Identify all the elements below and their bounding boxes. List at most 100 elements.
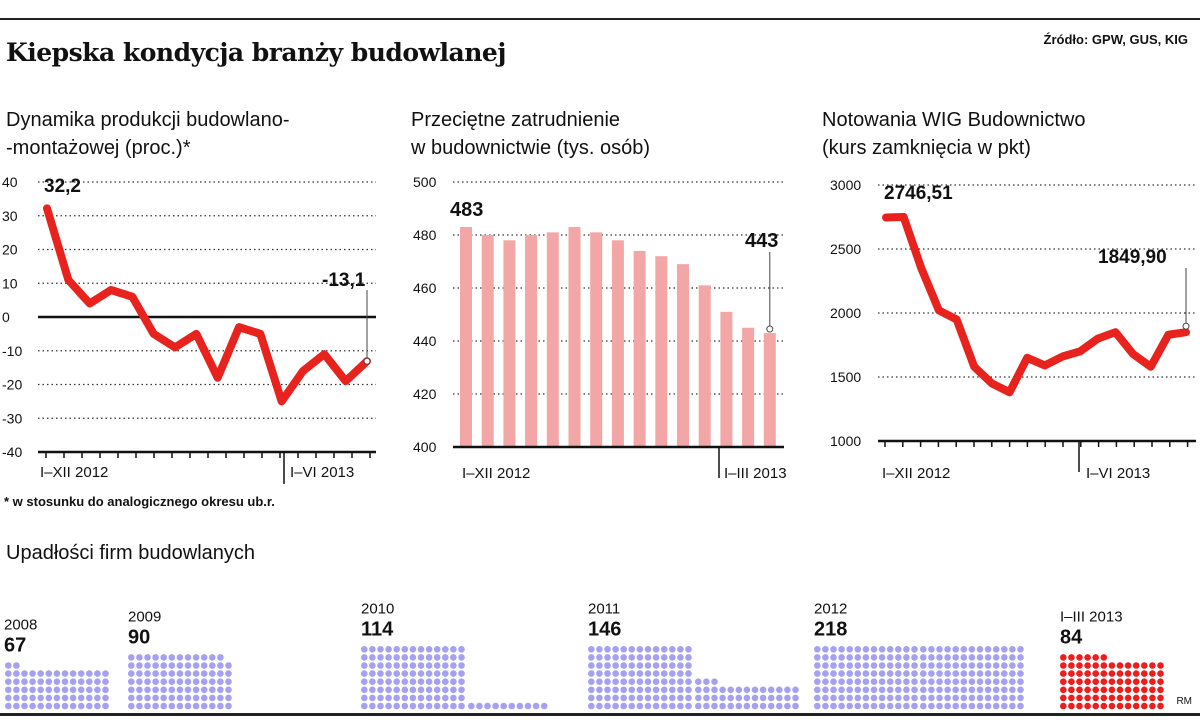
insolvency-dot xyxy=(719,686,726,694)
insolvency-dot xyxy=(870,694,878,702)
insolvency-dot xyxy=(417,686,425,694)
insolvency-dot xyxy=(992,654,1000,661)
annotation-marker xyxy=(766,325,774,333)
y-tick-label: 500 xyxy=(413,174,437,190)
insolvency-dot xyxy=(735,694,743,702)
insolvency-dot xyxy=(29,678,36,685)
insolvency-dot xyxy=(822,686,829,694)
insolvency-dot xyxy=(911,670,918,677)
insolvency-dot xyxy=(1124,694,1132,702)
insolvency-dot xyxy=(628,694,636,702)
insolvency-dot xyxy=(458,662,465,669)
insolvency-dot xyxy=(838,646,845,653)
bar xyxy=(633,250,646,447)
insolvency-dot xyxy=(903,702,910,710)
insolvency-dot xyxy=(425,678,433,685)
insolvency-dot xyxy=(1001,694,1008,702)
insolvency-dot xyxy=(854,702,862,710)
insolvency-dot xyxy=(425,686,433,694)
insolvency-dot xyxy=(968,662,976,669)
insolvency-dot xyxy=(854,670,862,677)
insolvency-dot xyxy=(200,662,208,669)
data-point xyxy=(1060,355,1064,359)
bar xyxy=(720,311,733,447)
insolvency-dot xyxy=(735,686,743,694)
insolvency-dot xyxy=(895,662,902,669)
insolvency-dot xyxy=(911,678,918,685)
insolvency-dot xyxy=(176,678,184,685)
insolvency-dot xyxy=(862,654,870,661)
insolvency-dot xyxy=(984,670,992,677)
insolvency-dot xyxy=(968,694,976,702)
insolvency-dot xyxy=(846,670,853,677)
insolvency-dot xyxy=(1060,702,1067,710)
insolvency-dot xyxy=(588,702,595,710)
insolvency-dot xyxy=(29,702,36,710)
insolvency-dot xyxy=(936,686,943,694)
insolvency-dot xyxy=(984,646,992,653)
insolvency-dot xyxy=(976,678,984,685)
insolvency-dot xyxy=(830,662,837,669)
data-label: -13,1 xyxy=(322,270,366,291)
insolvency-dot xyxy=(5,686,12,694)
insolvency-dot xyxy=(846,686,853,694)
insolvency-dot xyxy=(152,694,159,702)
insolvency-dot xyxy=(393,678,401,685)
insolvency-dot xyxy=(1100,654,1108,661)
insolvency-dot xyxy=(588,678,595,685)
insolvency-dot xyxy=(377,662,384,669)
insolvency-dot xyxy=(37,678,44,685)
insolvency-dot xyxy=(1092,670,1099,677)
insolvency-dot xyxy=(944,670,951,677)
insolvency-dot xyxy=(928,686,935,694)
insolvency-dot xyxy=(184,694,192,702)
insolvency-dot xyxy=(1076,654,1083,661)
insolvency-dot xyxy=(225,702,232,710)
insolvency-dot xyxy=(1017,646,1024,653)
insolvency-dot xyxy=(936,670,943,677)
insolvency-dot xyxy=(458,694,465,702)
insolvency-dot xyxy=(984,678,992,685)
insolvency-dot xyxy=(1132,702,1140,710)
insolvency-dot xyxy=(903,694,910,702)
insolvency-dot xyxy=(1009,646,1016,653)
insolvency-dot xyxy=(361,678,368,685)
insolvency-dot xyxy=(920,662,927,669)
insolvency-dot xyxy=(846,678,853,685)
insolvency-dot xyxy=(13,670,20,677)
insolvency-dot xyxy=(53,670,61,677)
insolvency-dot xyxy=(425,654,433,661)
insolvency-dot xyxy=(136,662,143,669)
insolvency-dot xyxy=(468,702,475,710)
insolvency-dot xyxy=(685,670,692,677)
insolvency-dot xyxy=(1092,702,1099,710)
data-label: 1849,90 xyxy=(1098,247,1167,268)
insolvency-dot xyxy=(1068,686,1075,694)
insolvency-dot xyxy=(685,654,692,661)
insolvency-dot xyxy=(200,686,208,694)
insolvency-dot xyxy=(458,686,465,694)
data-point xyxy=(301,369,305,373)
insolvency-dot xyxy=(53,702,61,710)
insolvency-dot xyxy=(604,670,611,677)
insolvency-dot xyxy=(814,670,821,677)
insolvency-dot xyxy=(184,662,192,669)
insolvency-dot xyxy=(1076,686,1083,694)
insolvency-dot xyxy=(604,646,611,653)
insolvency-dot xyxy=(476,702,483,710)
data-point xyxy=(66,278,70,282)
insolvency-year: 2011 xyxy=(588,600,620,617)
insolvency-dot xyxy=(417,646,425,653)
insolvency-dot xyxy=(45,686,53,694)
insolvency-dot xyxy=(1116,686,1124,694)
data-label: 443 xyxy=(745,230,778,252)
data-point xyxy=(1184,330,1188,334)
insolvency-dot xyxy=(393,702,401,710)
insolvency-dot xyxy=(604,678,611,685)
x-tick-label: I–XII 2012 xyxy=(462,465,530,482)
insolvency-dot xyxy=(217,678,224,685)
insolvency-dot xyxy=(854,662,862,669)
y-tick-label: 480 xyxy=(413,227,437,243)
insolvency-dot xyxy=(968,646,976,653)
insolvency-dot xyxy=(911,702,918,710)
